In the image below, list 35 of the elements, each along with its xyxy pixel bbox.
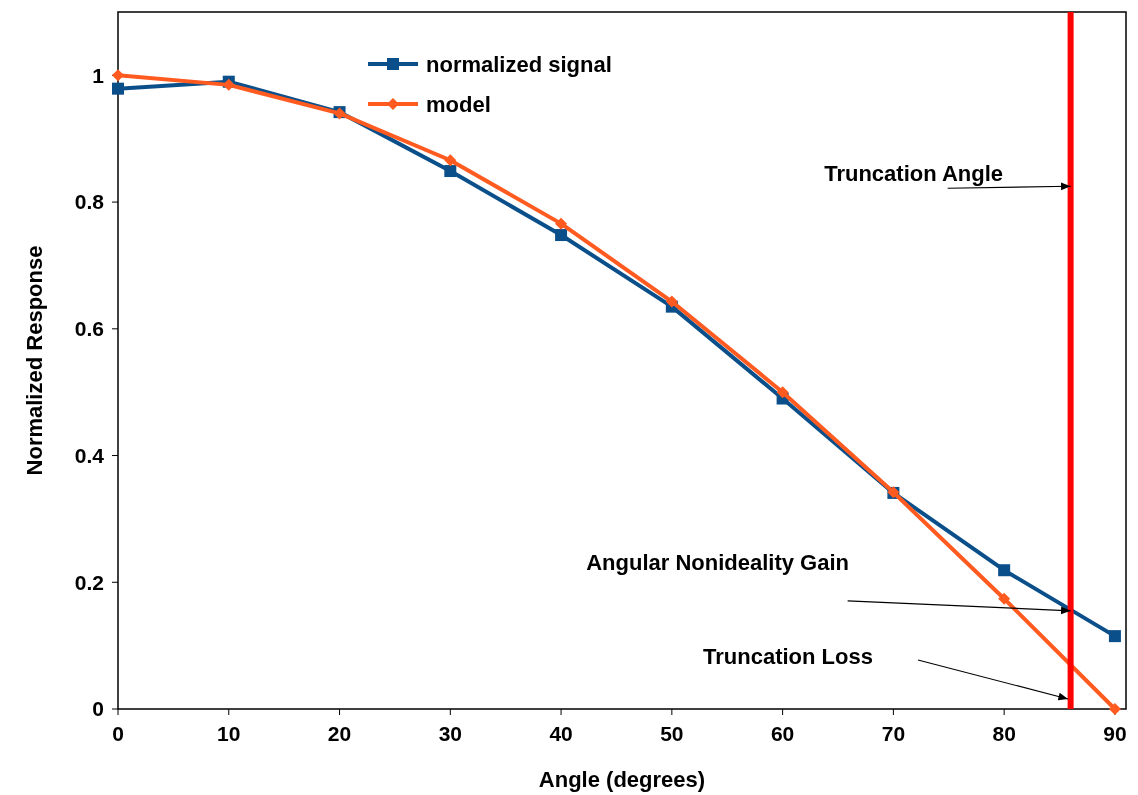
y-tick-label: 0.6: [74, 317, 104, 341]
point: [998, 564, 1011, 577]
annotation: Truncation Angle: [824, 160, 1004, 186]
point: [665, 295, 678, 308]
legend-label: normalized signal: [426, 51, 612, 77]
y-tick-label: 0.8: [74, 190, 105, 214]
point: [444, 154, 457, 167]
x-tick-label: 30: [438, 722, 462, 745]
point: [444, 165, 457, 178]
y-tick-label: 0: [92, 697, 104, 721]
x-tick-label: 50: [660, 722, 684, 745]
point: [555, 217, 568, 230]
legend-label: model: [426, 91, 491, 117]
y-axis-title: Normalized Response: [22, 245, 47, 476]
y-tick-label: 1: [92, 63, 105, 87]
x-tick-label: 10: [217, 722, 241, 745]
point: [112, 82, 124, 95]
x-tick-label: 90: [1103, 722, 1127, 745]
point: [112, 69, 124, 82]
x-tick-label: 70: [881, 722, 906, 745]
y-tick-label: 0.4: [74, 443, 105, 467]
annotation: Angular Nonideality Gain: [586, 550, 850, 576]
x-axis-title: Angle (degrees): [538, 767, 706, 792]
x-tick-label: 60: [770, 722, 795, 745]
point: [555, 229, 568, 242]
y-tick-label: 0.2: [74, 570, 104, 594]
point: [1108, 630, 1121, 643]
point: [776, 386, 789, 399]
x-tick-label: 20: [327, 722, 352, 745]
point: [1108, 703, 1121, 715]
x-tick-label: 0: [112, 722, 124, 745]
annotation: Truncation Loss: [703, 643, 873, 669]
x-tick-label: 40: [549, 722, 573, 745]
x-tick-label: 80: [992, 722, 1016, 745]
point: [998, 592, 1011, 605]
